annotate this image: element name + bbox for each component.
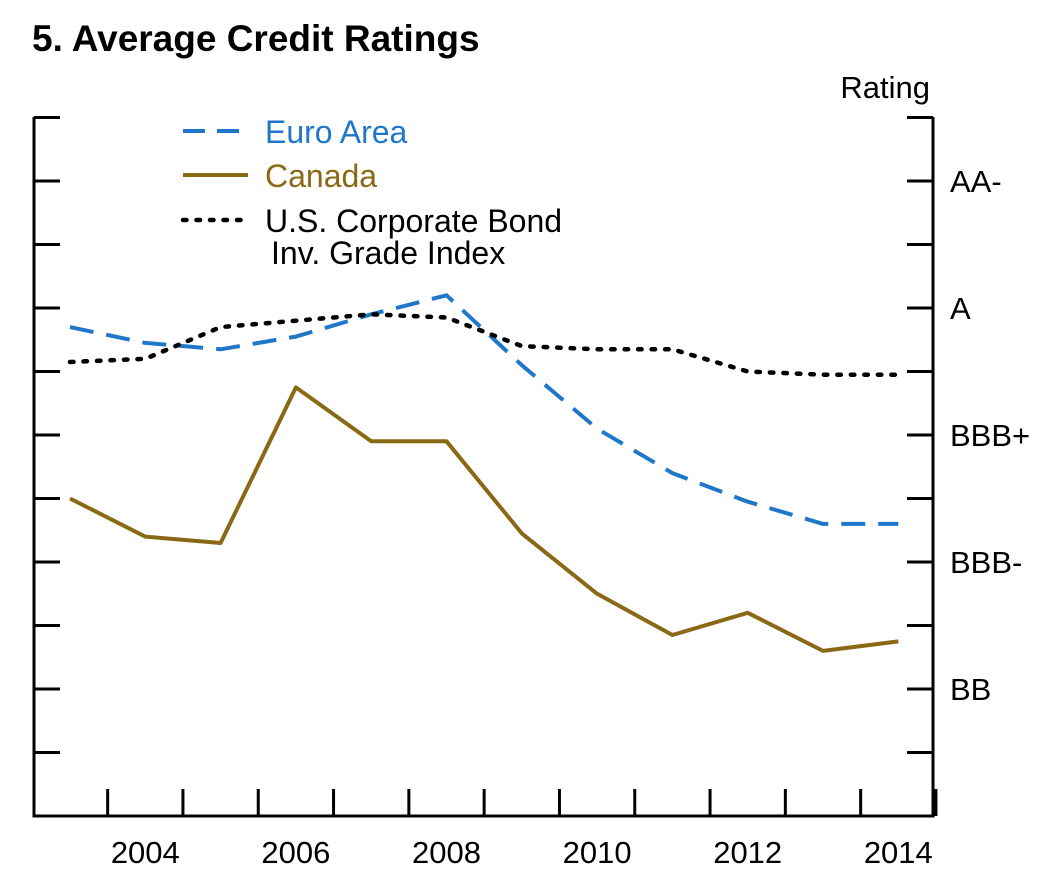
x-tick-label: 2012 [713,835,782,870]
y-tick-label: BB [950,672,991,707]
x-tick-labels: 2004 2006 2008 2010 2012 2014 [111,835,933,870]
x-tick-label: 2004 [111,835,180,870]
x-tick-label: 2014 [864,835,933,870]
x-tick-label: 2010 [563,835,632,870]
left-ticks [34,116,60,754]
series-line-canada [69,385,899,653]
y-tick-label: AA- [950,164,1002,199]
legend-label: Euro Area [265,114,408,150]
y-axis-label: Rating [840,70,930,105]
chart-title: 5. Average Credit Ratings [32,18,480,59]
series-line-us-corporate-bond [67,312,901,377]
right-ticks [907,116,933,754]
legend-label: Inv. Grade Index [271,235,505,271]
y-tick-label: BBB- [950,545,1022,580]
y-tick-labels: AA- A BBB+ BBB- BB [950,164,1030,707]
legend-label: Canada [265,158,377,194]
bottom-ticks [106,789,938,816]
y-tick-label: A [950,291,971,326]
y-tick-label: BBB+ [950,418,1030,453]
x-tick-label: 2006 [261,835,330,870]
x-tick-label: 2008 [412,835,481,870]
legend-label: U.S. Corporate Bond [265,203,562,239]
series-lines [67,293,901,653]
